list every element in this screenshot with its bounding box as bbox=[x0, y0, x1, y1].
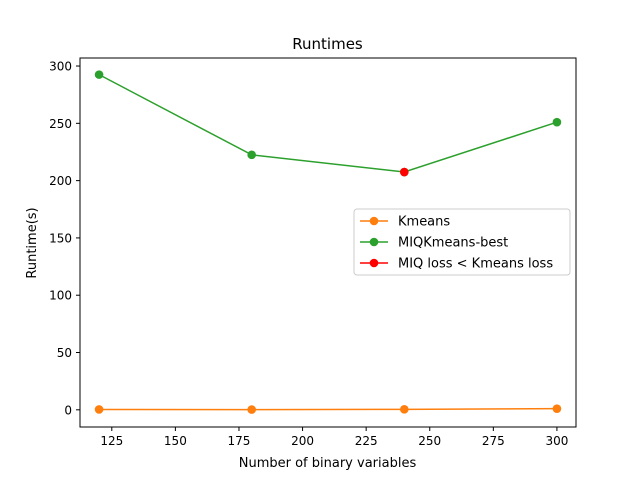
legend-marker-miq-loss-kmeans-loss bbox=[369, 258, 379, 268]
legend-label-miqkmeans-best: MIQKmeans-best bbox=[398, 236, 508, 251]
series-line-miqkmeans-best bbox=[98, 73, 558, 173]
y-tick-label: 250 bbox=[49, 117, 72, 131]
x-tick-label: 225 bbox=[355, 434, 378, 448]
x-tick-label: 275 bbox=[482, 434, 505, 448]
data-point-miq-loss-kmeans-loss bbox=[400, 167, 409, 177]
legend: Kmeans MIQKmeans-best MIQ loss < Kmeans lo… bbox=[353, 208, 571, 276]
data-point-kmeans bbox=[552, 404, 562, 413]
x-tick-label: 150 bbox=[164, 434, 187, 448]
x-tick-label: 175 bbox=[228, 434, 251, 448]
y-tick-label: 50 bbox=[57, 346, 72, 360]
x-axis-label: Number of binary variables bbox=[239, 456, 417, 471]
legend-marker-kmeans bbox=[369, 216, 379, 226]
axes-frame bbox=[79, 57, 577, 428]
data-point-kmeans bbox=[400, 405, 409, 414]
x-tick-label: 250 bbox=[418, 434, 441, 448]
legend-label-miq-loss-kmeans-loss: MIQ loss < Kmeans loss bbox=[398, 257, 553, 272]
series-line-kmeans bbox=[99, 407, 557, 411]
y-tick-label: 100 bbox=[49, 289, 72, 303]
data-point-miqkmeans-best bbox=[247, 150, 256, 160]
y-tick-label: 300 bbox=[49, 60, 72, 74]
legend-box bbox=[353, 208, 571, 276]
chart-title: Runtimes bbox=[292, 35, 363, 53]
legend-label-kmeans: Kmeans bbox=[398, 215, 450, 230]
data-point-miqkmeans-best bbox=[552, 117, 562, 127]
data-point-kmeans bbox=[247, 405, 256, 414]
axes: 125 150 175 200 225 250 275 300 0 50 100 150 200 250 3… bbox=[49, 57, 577, 448]
y-tick-label: 150 bbox=[49, 231, 72, 245]
x-tick-label: 300 bbox=[545, 434, 568, 448]
data-point-miqkmeans-best bbox=[94, 70, 104, 79]
y-axis-label: Runtime(s) bbox=[25, 207, 40, 278]
x-tick-label: 125 bbox=[100, 434, 123, 448]
plot-area bbox=[94, 70, 562, 414]
x-tick-label: 200 bbox=[291, 434, 314, 448]
legend-marker-miqkmeans-best bbox=[369, 237, 379, 247]
y-tick-label: 200 bbox=[49, 174, 72, 188]
data-point-kmeans bbox=[94, 405, 104, 414]
y-tick-label: 0 bbox=[64, 403, 72, 417]
